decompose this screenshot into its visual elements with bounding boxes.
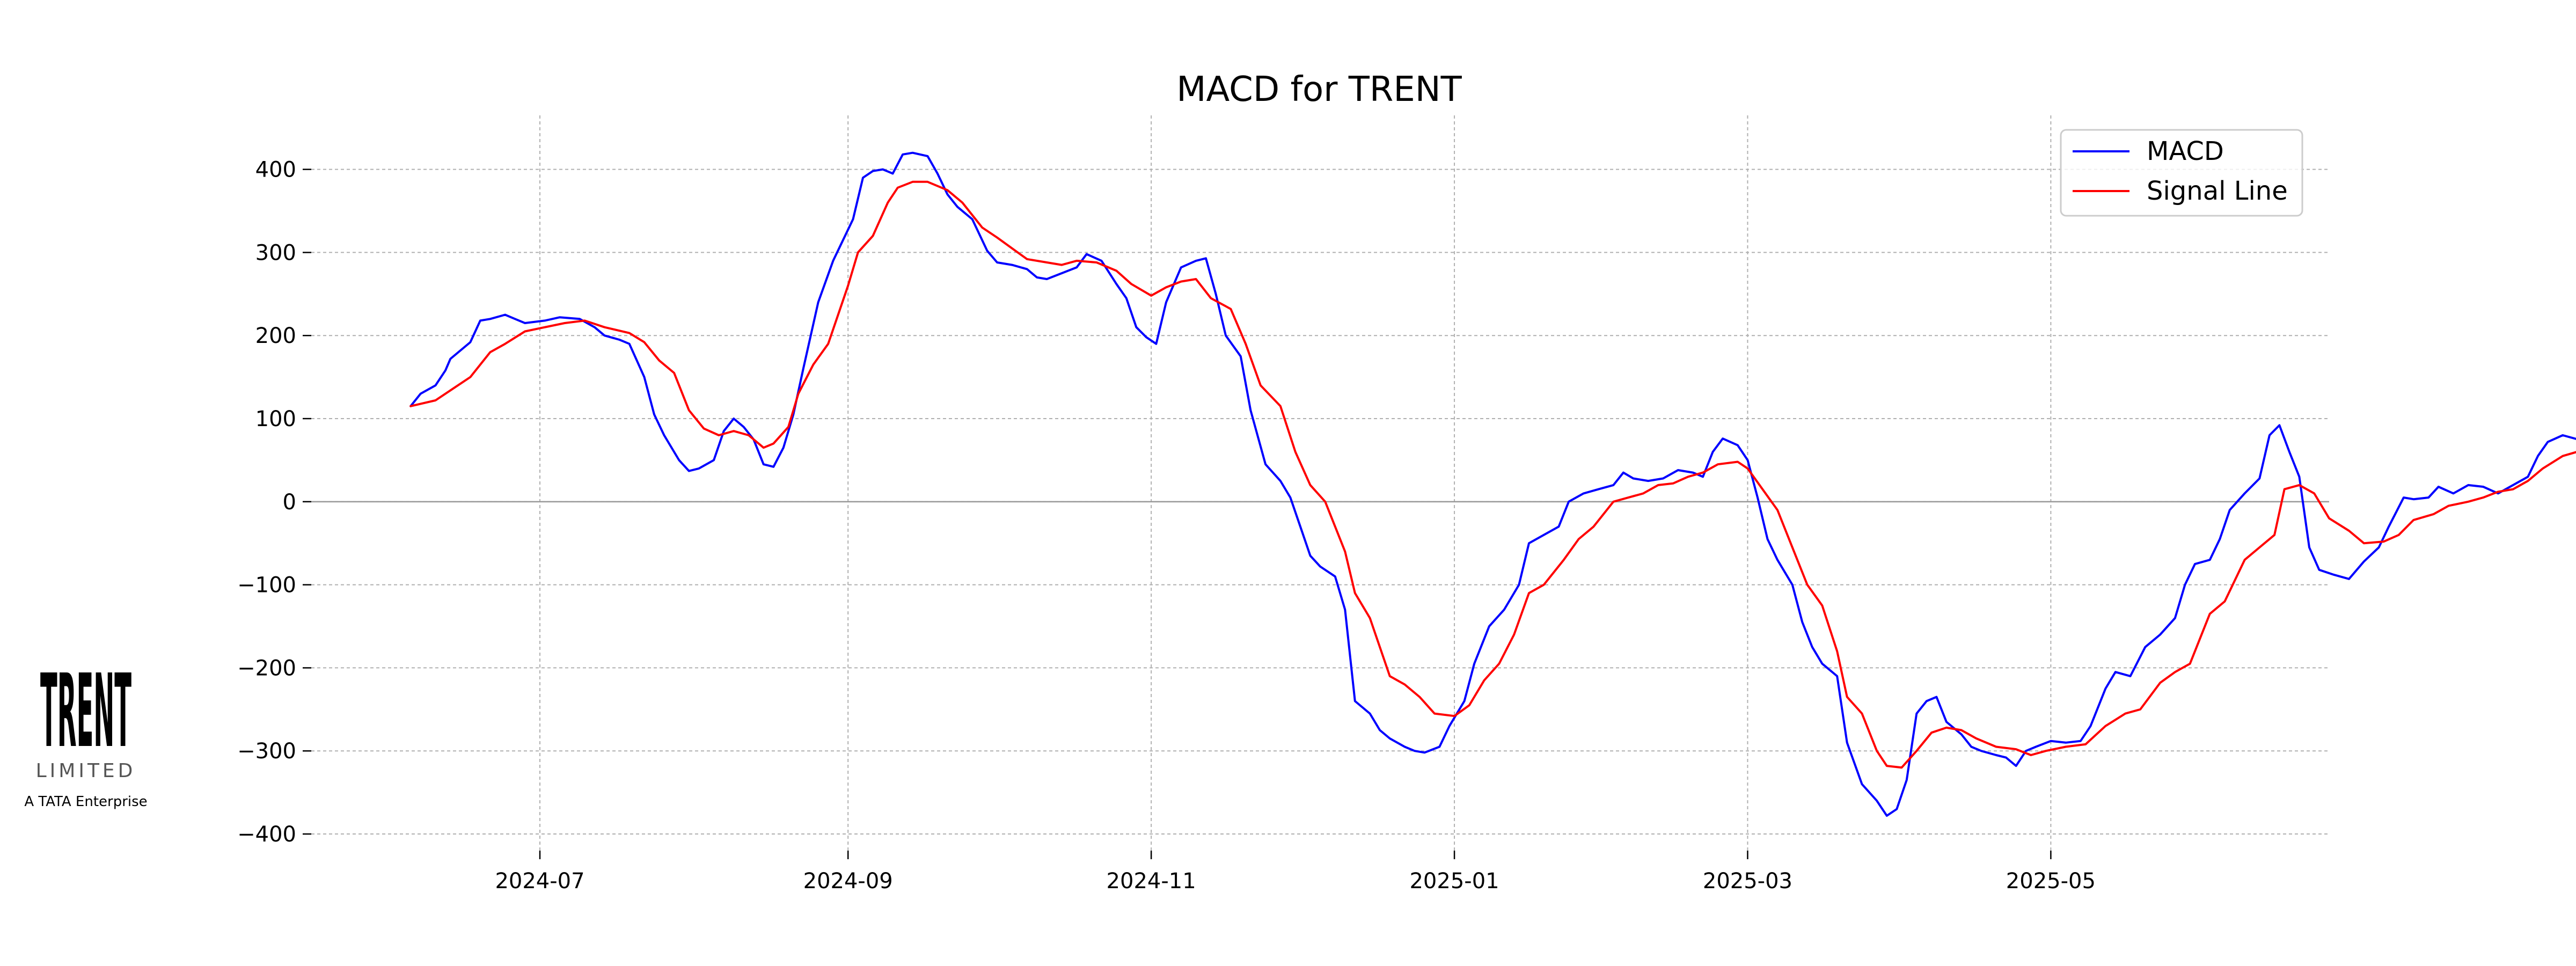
- y-tick-label: 200: [255, 324, 296, 348]
- logo-sub: LIMITED: [36, 760, 136, 782]
- x-tick-label: 2025-01: [1409, 869, 1499, 894]
- y-tick-label: 100: [255, 407, 296, 431]
- legend: MACD Signal Line: [2060, 129, 2303, 217]
- x-axis-ticks: 2024-07 2024-09 2024-11 2025-01 2025-03 2025-…: [495, 851, 2096, 894]
- y-axis-ticks: −400 −300 −200 −100 0 100 200 300 400: [237, 158, 311, 847]
- trent-logo: TRENT LIMITED A TATA Enterprise: [24, 653, 147, 810]
- x-tick-label: 2024-09: [803, 869, 893, 894]
- series-lines: [409, 151, 2576, 817]
- legend-label-signal-line: Signal Line: [2147, 176, 2288, 206]
- y-tick-label: 0: [283, 490, 296, 515]
- y-tick-label: 400: [255, 158, 296, 182]
- y-tick-label: −300: [237, 739, 296, 764]
- y-tick-label: −400: [237, 822, 296, 847]
- y-tick-label: 300: [255, 240, 296, 265]
- x-tick-label: 2024-11: [1107, 869, 1196, 894]
- y-tick-label: −100: [237, 573, 296, 598]
- series-line-macd: [409, 151, 2576, 817]
- x-tick-label: 2024-07: [495, 869, 584, 894]
- x-tick-label: 2025-05: [2006, 869, 2096, 894]
- y-tick-label: −200: [237, 656, 296, 680]
- series-line-signal-line: [409, 180, 2576, 769]
- legend-label-macd: MACD: [2147, 136, 2224, 166]
- x-tick-label: 2025-03: [1703, 869, 1792, 894]
- chart-title: MACD for TRENT: [1176, 70, 1462, 109]
- logo-tagline: A TATA Enterprise: [24, 794, 147, 810]
- grid-lines: [311, 115, 2329, 851]
- logo-name: TRENT: [40, 653, 131, 770]
